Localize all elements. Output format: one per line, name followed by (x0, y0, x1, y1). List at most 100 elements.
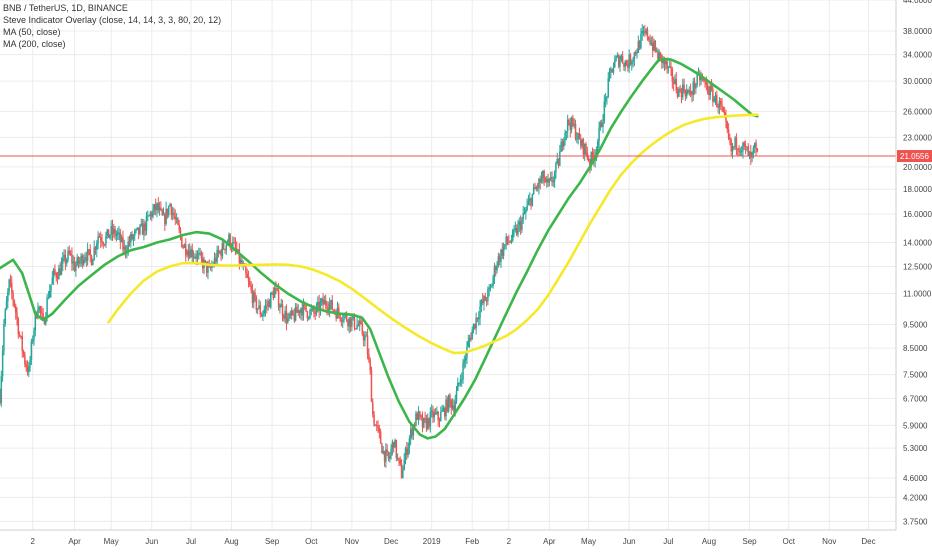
candle-body (539, 179, 541, 183)
candle-body (657, 50, 659, 60)
candle-body (484, 296, 487, 301)
candle-body (688, 90, 691, 93)
indicator-label[interactable]: Steve Indicator Overlay (close, 14, 14, … (3, 15, 222, 25)
candle-body (373, 414, 375, 426)
candle-body (26, 367, 29, 373)
y-tick-label: 9.5000 (903, 321, 928, 330)
candle-body (139, 225, 141, 234)
candle-body (552, 181, 555, 183)
candle-body (564, 132, 566, 141)
candle-body (64, 254, 67, 264)
candle-body (77, 257, 80, 264)
candle-body (22, 350, 25, 355)
x-tick-label: Oct (783, 537, 796, 546)
candle-body (753, 142, 756, 148)
candle-body (213, 257, 216, 266)
candle-body (348, 317, 350, 327)
candle-body (377, 425, 379, 428)
candle-body (356, 324, 358, 329)
candle-body (752, 147, 755, 153)
candle-body (59, 268, 61, 275)
candle-body (442, 408, 445, 411)
candle-body (20, 335, 22, 337)
candle-body (41, 312, 43, 314)
candle-body (534, 187, 536, 190)
candle-body (349, 317, 352, 327)
candle-body (407, 447, 409, 456)
candle-body (75, 265, 77, 271)
candle-body (561, 141, 564, 147)
candle-body (676, 90, 679, 97)
candle-body (443, 408, 446, 417)
candle-body (511, 230, 514, 241)
candle-body (374, 424, 377, 426)
price-tag (897, 150, 932, 163)
candle-body (381, 443, 383, 454)
candle-body (597, 141, 599, 152)
candle-body (4, 309, 6, 324)
symbol-title[interactable]: BNB / TetherUS, 1D, BINANCE (3, 3, 128, 13)
candle-body (483, 296, 485, 304)
candle-body (704, 80, 706, 83)
candle-body (258, 305, 260, 309)
candle-body (292, 310, 294, 315)
candle-body (738, 149, 740, 152)
candle-body (546, 178, 548, 182)
candle-body (90, 255, 93, 266)
candle-body (451, 405, 454, 409)
candle-body (307, 317, 310, 319)
candle-body (695, 84, 697, 89)
candle-body (581, 139, 583, 147)
candle-body (413, 424, 416, 426)
candle-body (289, 313, 292, 316)
candle-body (744, 145, 747, 147)
candle-body (633, 52, 636, 60)
candle-body (553, 172, 556, 182)
candle-body (706, 84, 709, 93)
candle-body (611, 68, 613, 73)
candle-body (729, 137, 731, 140)
candle-body (648, 36, 650, 40)
candle-body (719, 100, 722, 105)
candle-body (747, 146, 749, 157)
candle-body (432, 410, 434, 418)
candle-body (28, 366, 30, 373)
candle-body (716, 94, 718, 107)
candle-body (722, 107, 725, 113)
y-tick-label: 18.0000 (903, 185, 932, 194)
candle-body (18, 334, 21, 336)
candle-body (739, 151, 742, 153)
candle-body (275, 287, 277, 289)
candle-body (13, 300, 16, 306)
x-tick-label: Sep (742, 537, 757, 546)
candle-body (131, 233, 133, 240)
candle-body (577, 132, 579, 139)
candle-body (475, 317, 477, 329)
current-price-line: 21.0556 (0, 150, 932, 163)
candle-body (406, 448, 408, 456)
candle-body (38, 306, 40, 310)
candle-body (651, 42, 654, 51)
candle-body (555, 163, 557, 173)
candle-body (80, 255, 82, 262)
candle-body (370, 370, 373, 403)
candle-body (416, 413, 419, 420)
candle-body (513, 229, 515, 231)
ma50-label[interactable]: MA (50, close) (3, 27, 61, 37)
x-tick-label: Nov (345, 537, 359, 546)
candle-body (357, 324, 360, 326)
candle-body (251, 289, 254, 303)
candle-body (420, 415, 422, 418)
candle-body (559, 151, 561, 166)
price-tag-label: 21.0556 (900, 152, 929, 161)
candle-body (755, 142, 757, 149)
candle-body (340, 319, 343, 322)
candle-body (542, 171, 544, 178)
candle-body (727, 129, 730, 138)
ma200-label[interactable]: MA (200, close) (3, 39, 66, 49)
candle-body (186, 254, 188, 256)
candle-body (668, 66, 671, 68)
candle-body (196, 253, 199, 259)
